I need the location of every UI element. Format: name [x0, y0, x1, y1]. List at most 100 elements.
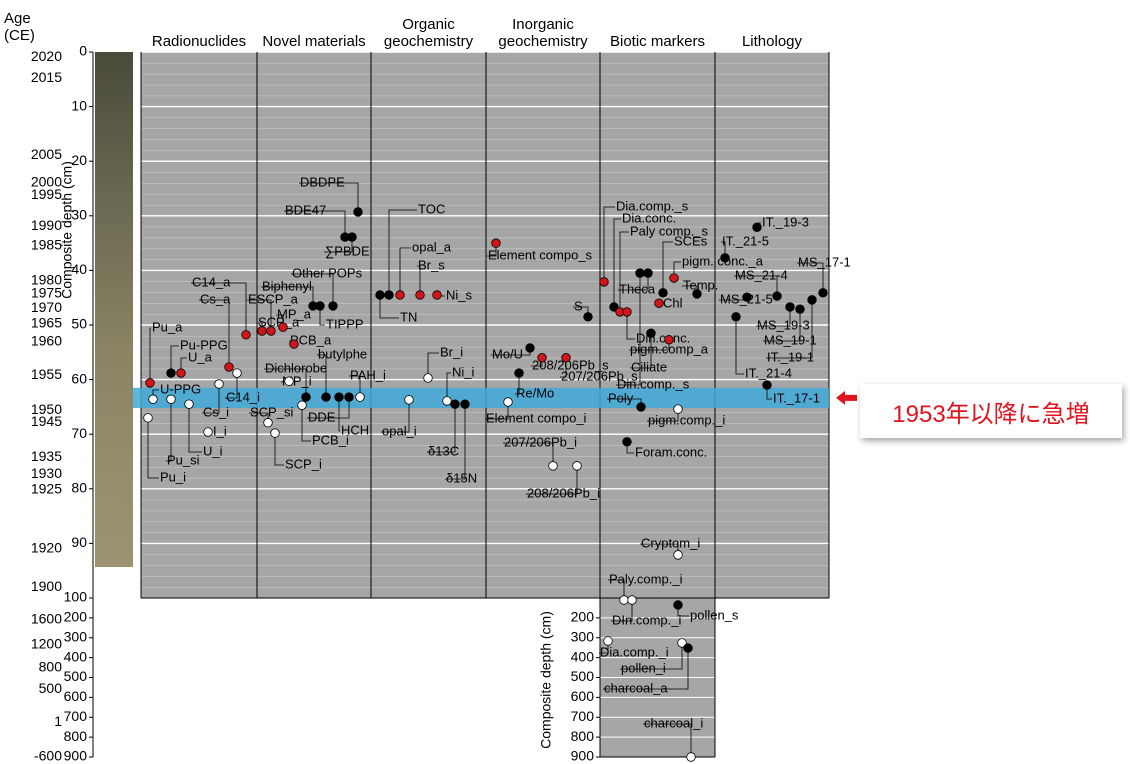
- marker-label: MP_a: [277, 306, 312, 321]
- marker: [146, 379, 155, 388]
- marker: [647, 329, 656, 338]
- marker-label: δ13C: [428, 443, 459, 458]
- marker-label: IT._17-1: [773, 390, 820, 405]
- y-tick-label: 0: [79, 43, 87, 59]
- marker: [538, 353, 547, 362]
- marker: [329, 302, 338, 311]
- marker-label: opal_i: [382, 423, 417, 438]
- marker-label: DBDPE: [300, 174, 345, 189]
- marker: [451, 400, 460, 409]
- core-image: [95, 52, 133, 567]
- marker: [258, 327, 267, 336]
- y-tick-label: 900: [64, 748, 88, 764]
- marker: [515, 369, 524, 378]
- marker: [732, 313, 741, 322]
- marker: [424, 374, 433, 383]
- y-tick-label: 600: [571, 688, 595, 704]
- marker: [623, 308, 632, 317]
- y-tick-label: 500: [64, 668, 88, 684]
- marker: [763, 381, 772, 390]
- marker-label: DDE: [308, 409, 336, 424]
- marker: [204, 428, 213, 437]
- marker-label: S: [574, 298, 583, 313]
- age-tick-label: 2015: [31, 69, 62, 85]
- marker-label: I_i: [213, 423, 227, 438]
- marker-label: δ15N: [446, 470, 477, 485]
- marker: [348, 233, 357, 242]
- marker: [290, 340, 299, 349]
- marker-label: charcoal_i: [644, 715, 703, 730]
- marker: [721, 254, 730, 263]
- y-tick-label: 50: [71, 316, 87, 332]
- y-tick-label: 800: [571, 728, 595, 744]
- marker: [674, 405, 683, 414]
- marker: [796, 305, 805, 314]
- y-tick-label: 400: [571, 648, 595, 664]
- marker-label: Ni_i: [452, 364, 475, 379]
- marker: [354, 208, 363, 217]
- marker-label: opal_a: [412, 239, 452, 254]
- marker: [271, 429, 280, 438]
- age-tick-label: 1955: [31, 366, 62, 382]
- marker-label: Paly.comp._i: [609, 571, 683, 586]
- y-tick-label: 600: [64, 688, 88, 704]
- marker: [416, 291, 425, 300]
- marker: [302, 393, 311, 402]
- column-header: Organic geochemistry: [373, 10, 484, 50]
- y-tick-label: 10: [71, 97, 87, 113]
- marker: [743, 293, 752, 302]
- marker: [316, 302, 325, 311]
- marker-label: Temp.: [683, 277, 718, 292]
- age-tick-label: 1925: [31, 481, 62, 497]
- marker-label: MS_19-3: [757, 317, 810, 332]
- marker-label: U-PPG: [160, 381, 201, 396]
- y-tick-label: 200: [571, 609, 595, 625]
- page: {"chart_data": { "type": "depth-profile"…: [0, 0, 1130, 764]
- marker: [665, 335, 674, 344]
- marker-label: Ciliate: [631, 359, 667, 374]
- marker-label: Br_i: [440, 344, 463, 359]
- age-tick-label: 1945: [31, 413, 62, 429]
- age-tick-label: 1985: [31, 237, 62, 253]
- marker-label: C14_a: [192, 274, 231, 289]
- marker: [637, 403, 646, 412]
- annotation-arrow: [836, 391, 857, 405]
- marker: [562, 353, 571, 362]
- marker: [674, 601, 683, 610]
- marker: [149, 395, 158, 404]
- marker: [433, 291, 442, 300]
- marker-label: IT._19-3: [762, 214, 809, 229]
- marker: [298, 401, 307, 410]
- marker-label: Theca: [619, 281, 656, 296]
- y-tick-label: 700: [571, 708, 595, 724]
- y-tick-label: 300: [64, 628, 88, 644]
- marker: [753, 223, 762, 232]
- marker-label: SCP_i: [285, 456, 322, 471]
- age-tick-label: 1900: [31, 578, 62, 594]
- marker: [461, 400, 470, 409]
- marker: [655, 299, 664, 308]
- annotation: 1953年以降に急増: [860, 384, 1122, 438]
- age-tick-label: 1935: [31, 448, 62, 464]
- age-tick-label: 1965: [31, 315, 62, 331]
- marker: [225, 363, 234, 372]
- y-tick-label: 400: [64, 648, 88, 664]
- marker: [167, 395, 176, 404]
- age-tick-label: 1600: [31, 611, 62, 627]
- marker-label: Element compo_i: [486, 410, 587, 425]
- marker: [573, 462, 582, 471]
- marker-label: Cryptom_i: [641, 535, 700, 550]
- marker-label: Foram.conc.: [635, 444, 707, 459]
- marker-label: pigm.comp._i: [648, 412, 725, 427]
- marker: [684, 644, 693, 653]
- marker: [335, 393, 344, 402]
- marker: [177, 369, 186, 378]
- column-header: Biotic markers: [602, 10, 713, 50]
- marker: [819, 288, 828, 297]
- marker: [670, 274, 679, 283]
- marker-label: IT._19-1: [767, 349, 814, 364]
- marker: [687, 753, 696, 762]
- marker: [644, 269, 653, 278]
- marker-label: PAH_i: [350, 367, 386, 382]
- marker-label: Br_s: [418, 257, 445, 272]
